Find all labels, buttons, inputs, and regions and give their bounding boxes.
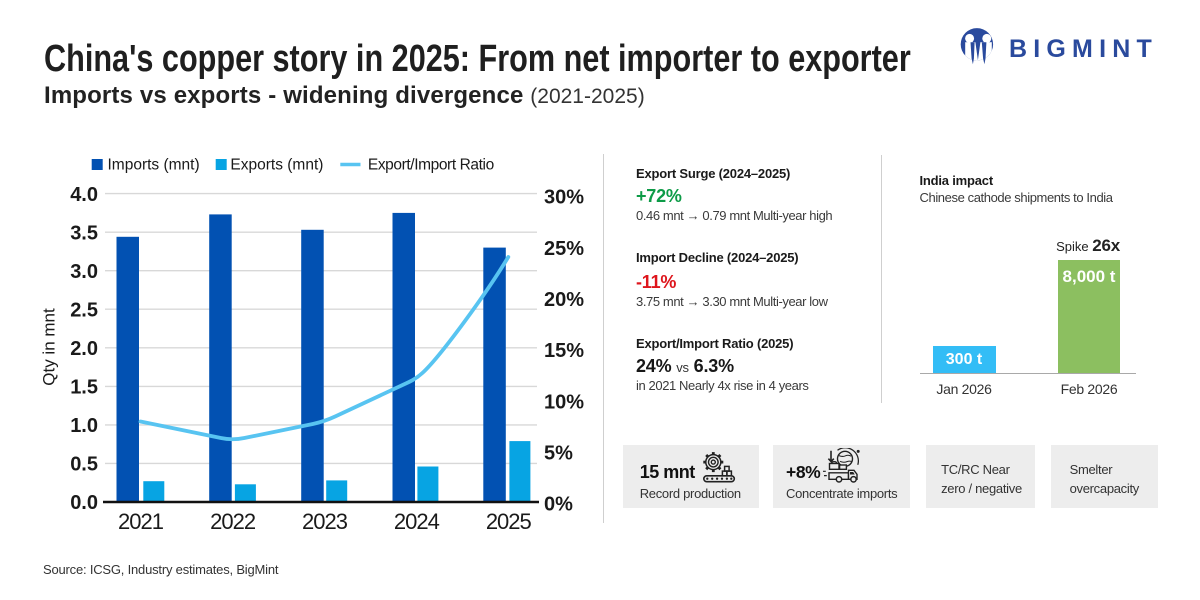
svg-text:2023: 2023 [302, 509, 348, 534]
svg-text:25%: 25% [544, 238, 584, 260]
svg-text:Qty in mnt: Qty in mnt [40, 308, 59, 386]
svg-text:2022: 2022 [210, 509, 256, 534]
svg-text:1.5: 1.5 [70, 377, 98, 399]
svg-text:2024: 2024 [394, 509, 440, 534]
svg-text:2.0: 2.0 [70, 338, 98, 360]
svg-text:4.0: 4.0 [70, 184, 98, 206]
svg-text:0%: 0% [544, 494, 573, 516]
svg-text:2021: 2021 [118, 509, 164, 534]
svg-text:30%: 30% [544, 187, 584, 209]
svg-text:5%: 5% [544, 442, 573, 464]
svg-text:Imports (mnt): Imports (mnt) [108, 157, 200, 174]
svg-text:3.5: 3.5 [70, 222, 98, 244]
svg-text:Exports (mnt): Exports (mnt) [230, 157, 323, 174]
svg-text:1.0: 1.0 [70, 415, 98, 437]
svg-text:15%: 15% [544, 340, 584, 362]
svg-text:10%: 10% [544, 391, 584, 413]
svg-text:20%: 20% [544, 289, 584, 311]
svg-text:Export/Import Ratio: Export/Import Ratio [368, 157, 494, 174]
svg-text:3.0: 3.0 [70, 261, 98, 283]
svg-text:2025: 2025 [486, 509, 532, 534]
svg-text:0.0: 0.0 [70, 492, 98, 514]
svg-text:0.5: 0.5 [70, 454, 98, 476]
svg-text:2.5: 2.5 [70, 299, 98, 321]
